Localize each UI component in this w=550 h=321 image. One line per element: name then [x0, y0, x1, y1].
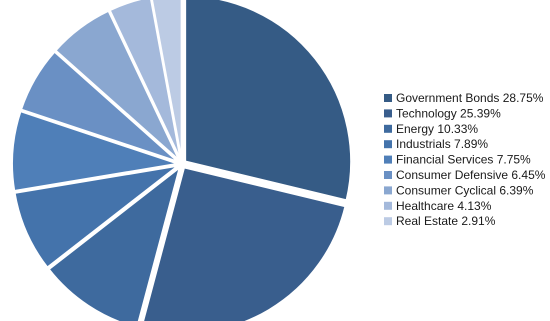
legend-label-government-bonds: Government Bonds 28.75%	[396, 91, 544, 105]
legend-swatch-industrials	[384, 140, 392, 149]
pie-slice-technology	[142, 166, 347, 321]
legend-swatch-energy	[384, 124, 392, 133]
legend-swatch-technology	[384, 109, 392, 118]
legend-label-healthcare: Healthcare 4.13%	[396, 199, 492, 213]
pie-slice-industrials	[13, 164, 179, 269]
pie-slice-consumer-cyclical	[54, 9, 181, 162]
legend-label-technology: Technology 25.39%	[396, 106, 501, 120]
pie-slice-real-estate	[151, 0, 183, 161]
legend-label-consumer-cyclical: Consumer Cyclical 6.39%	[396, 183, 534, 197]
legend-label-real-estate: Real Estate 2.91%	[396, 214, 496, 228]
legend-label-energy: Energy 10.33%	[396, 122, 478, 136]
pie-slice-government-bonds	[184, 0, 353, 202]
legend-swatch-consumer-defensive	[384, 171, 392, 179]
legend-label-industrials: Industrials 7.89%	[396, 137, 488, 151]
legend-label-consumer-defensive: Consumer Defensive 6.45%	[396, 168, 546, 182]
pie-slice-consumer-defensive	[19, 50, 180, 163]
legend-swatch-consumer-cyclical	[384, 186, 392, 195]
pie-slices	[11, 0, 353, 321]
legend: Government Bonds 28.75%Technology 25.39%…	[384, 91, 546, 228]
legend-label-financial-services: Financial Services 7.75%	[396, 153, 531, 167]
pie-slice-healthcare	[108, 0, 182, 161]
pie-slice-energy	[47, 164, 182, 321]
legend-swatch-government-bonds	[384, 94, 392, 102]
legend-swatch-real-estate	[384, 217, 392, 226]
legend-swatch-financial-services	[384, 155, 392, 164]
pie-slice-financial-services	[11, 109, 179, 193]
legend-swatch-healthcare	[384, 201, 392, 210]
